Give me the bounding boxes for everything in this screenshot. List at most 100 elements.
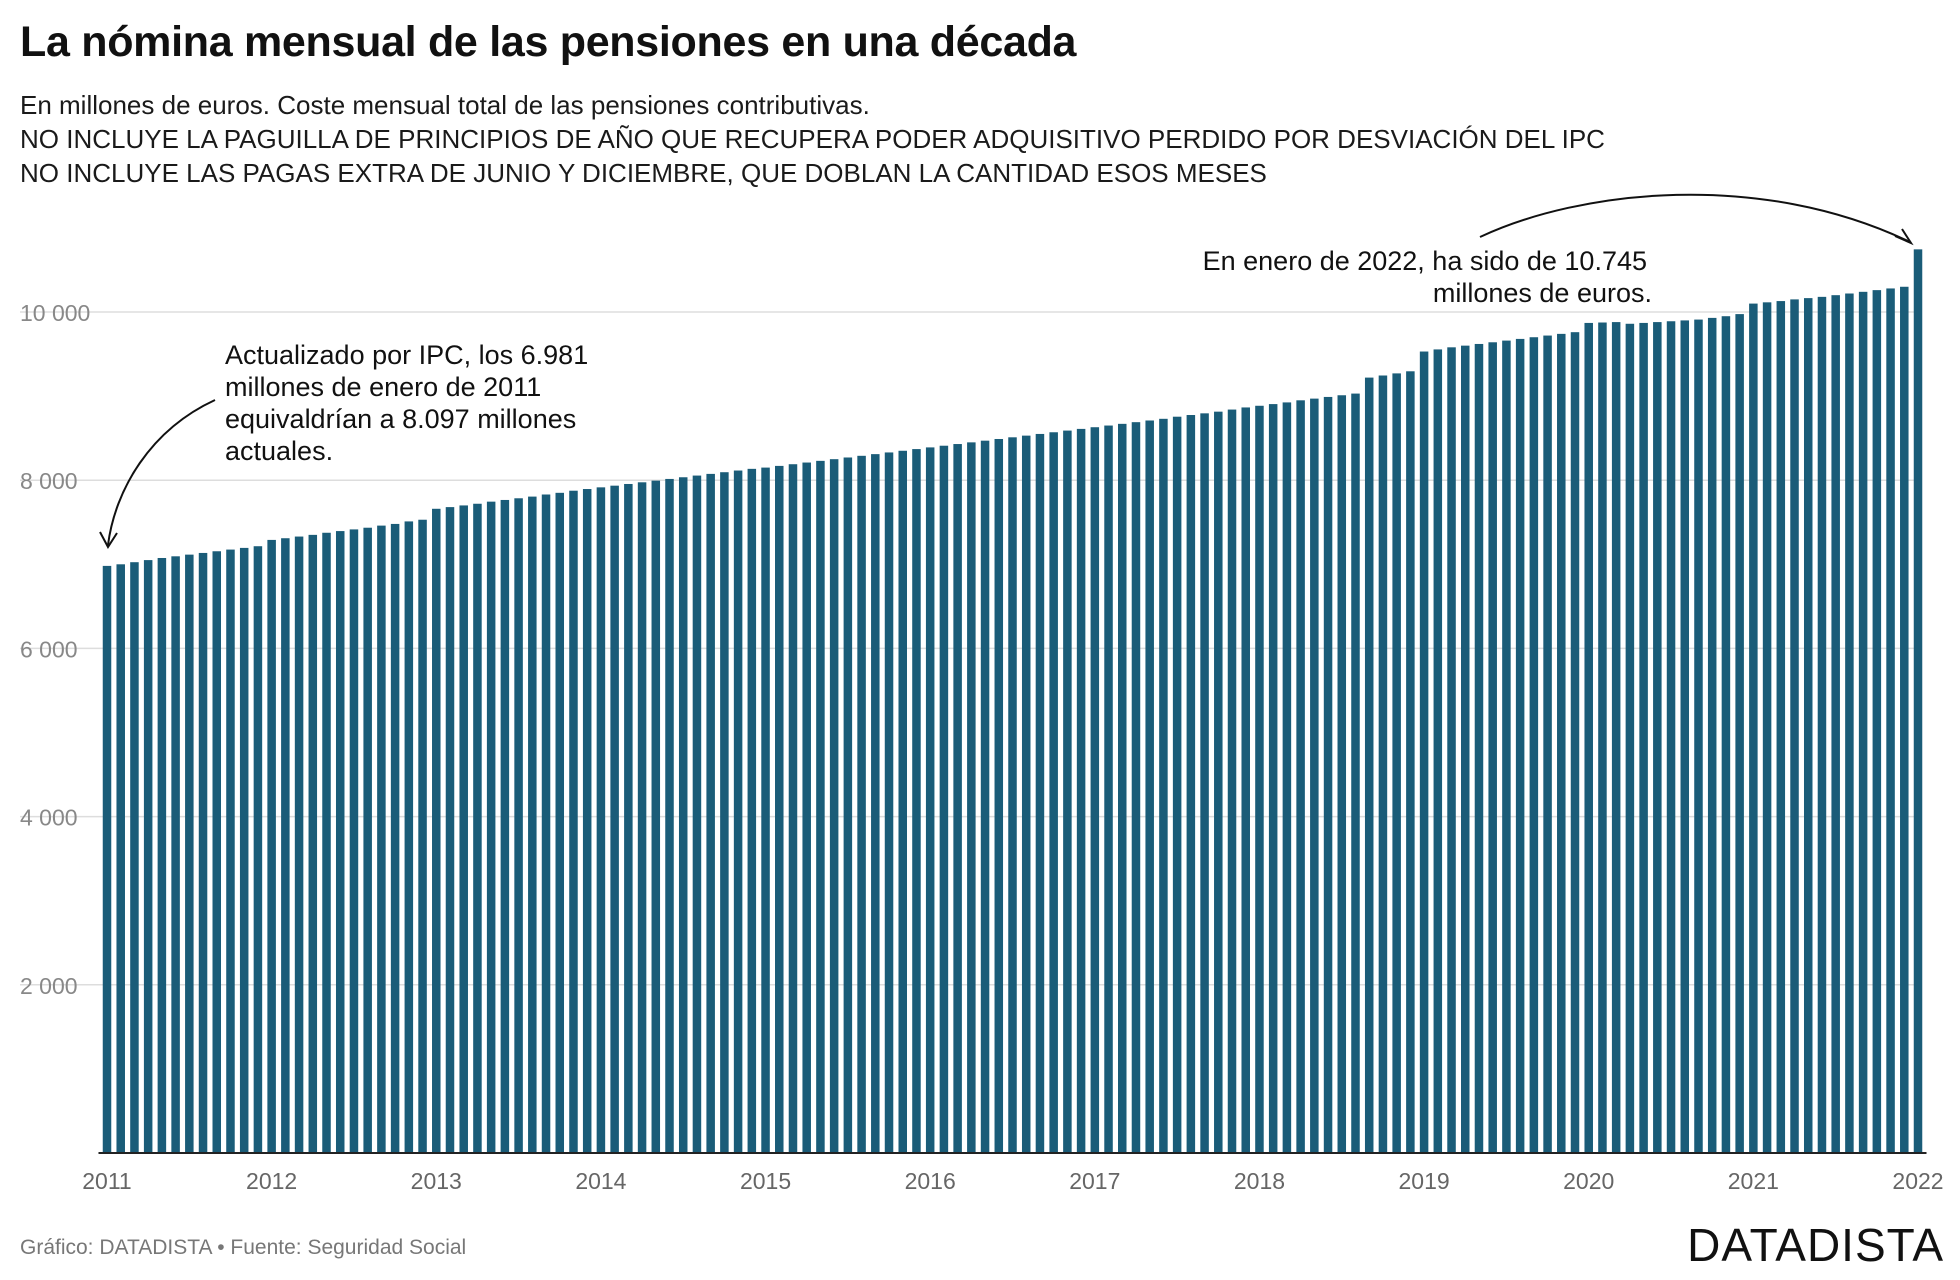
bar-2013-02 xyxy=(445,507,455,1153)
bar-2018-06 xyxy=(1323,396,1333,1153)
bar-2016-07 xyxy=(1008,437,1017,1153)
y-tick-label: 6 000 xyxy=(20,636,78,662)
bar-2018-07 xyxy=(1337,395,1347,1153)
x-tick-label: 2012 xyxy=(246,1168,297,1194)
bar-2020-12 xyxy=(1735,314,1744,1154)
bar-2021-05 xyxy=(1803,298,1813,1153)
bar-2016-06 xyxy=(994,438,1004,1153)
bar-2018-09 xyxy=(1364,377,1374,1154)
bar-2020-08 xyxy=(1680,320,1690,1153)
bar-2021-02 xyxy=(1762,302,1772,1154)
x-tick-label: 2011 xyxy=(82,1168,131,1194)
bar-2012-05 xyxy=(322,532,331,1153)
bar-2016-11 xyxy=(1063,430,1072,1154)
bar-2011-12 xyxy=(253,546,263,1153)
bar-2013-12 xyxy=(582,489,592,1153)
bar-2021-06 xyxy=(1817,296,1827,1153)
annotation-left-arrowhead xyxy=(99,531,118,549)
x-tick-label: 2016 xyxy=(905,1168,956,1194)
bar-2018-02 xyxy=(1268,404,1278,1154)
bars xyxy=(102,249,1923,1154)
bar-2020-09 xyxy=(1694,319,1703,1153)
subtitle-line-2: NO INCLUYE LA PAGUILLA DE PRINCIPIOS DE … xyxy=(20,124,1605,154)
bar-2017-09 xyxy=(1200,413,1209,1154)
bar-2016-01 xyxy=(925,447,935,1153)
bar-2011-08 xyxy=(198,552,208,1153)
bar-2014-06 xyxy=(665,478,674,1153)
bar-2021-11 xyxy=(1886,288,1895,1153)
bar-2019-08 xyxy=(1515,338,1525,1153)
bar-2019-05 xyxy=(1474,343,1484,1154)
bar-2014-11 xyxy=(733,470,743,1153)
bar-2019-02 xyxy=(1433,349,1443,1153)
bar-2017-11 xyxy=(1227,409,1237,1153)
bar-2017-02 xyxy=(1104,425,1113,1153)
bar-2019-12 xyxy=(1570,332,1580,1153)
bar-2015-11 xyxy=(898,450,907,1153)
subtitle-line-1: En millones de euros. Coste mensual tota… xyxy=(20,90,870,120)
bar-2015-02 xyxy=(775,465,784,1153)
annotation-left-line-4: actuales. xyxy=(225,436,333,466)
bar-2014-04 xyxy=(637,482,647,1153)
y-axis-ticks: 2 000 4 000 6 000 8 000 10 000 xyxy=(20,300,90,999)
bar-2019-11 xyxy=(1557,333,1566,1153)
bar-2019-06 xyxy=(1488,342,1497,1153)
bar-2020-04 xyxy=(1625,323,1635,1153)
bar-2013-08 xyxy=(528,496,537,1154)
bar-2019-04 xyxy=(1461,345,1470,1153)
bar-2014-09 xyxy=(706,473,715,1153)
bar-2020-11 xyxy=(1721,316,1731,1154)
bar-2015-06 xyxy=(829,459,839,1153)
bar-2021-12 xyxy=(1900,286,1909,1153)
bar-2014-07 xyxy=(678,477,688,1153)
bar-2021-01 xyxy=(1749,303,1758,1154)
x-tick-label: 2019 xyxy=(1399,1168,1450,1194)
bar-2018-03 xyxy=(1282,402,1292,1153)
y-tick-label: 10 000 xyxy=(20,300,90,326)
bar-2014-08 xyxy=(692,475,702,1153)
annotation-right-arrow xyxy=(1479,193,1911,243)
bar-2015-05 xyxy=(816,460,825,1153)
bar-2011-03 xyxy=(130,562,139,1153)
bar-2018-11 xyxy=(1392,373,1401,1153)
annotation-right-arrowhead xyxy=(1894,228,1914,246)
bar-2017-08 xyxy=(1186,415,1196,1153)
bar-2015-08 xyxy=(857,455,866,1153)
x-tick-label: 2014 xyxy=(575,1168,626,1194)
bar-2014-02 xyxy=(610,485,619,1153)
bar-2013-06 xyxy=(500,499,510,1154)
bar-2021-07 xyxy=(1831,295,1840,1153)
bar-2018-08 xyxy=(1351,393,1360,1154)
bar-2018-01 xyxy=(1255,405,1264,1153)
bar-2017-10 xyxy=(1214,411,1223,1153)
bar-2016-02 xyxy=(939,445,949,1154)
bar-2012-01 xyxy=(267,539,276,1153)
subtitle-line-3: NO INCLUYE LAS PAGAS EXTRA DE JUNIO Y DI… xyxy=(20,158,1267,188)
bar-2020-07 xyxy=(1666,321,1676,1153)
bar-2012-03 xyxy=(294,536,304,1153)
bar-2012-07 xyxy=(349,529,359,1153)
annotation-left-line-1: Actualizado por IPC, los 6.981 xyxy=(225,340,588,370)
bar-2013-09 xyxy=(541,494,551,1153)
annotation-left-arrow xyxy=(107,399,216,546)
annotation-right: En enero de 2022, ha sido de 10.745 mill… xyxy=(1203,193,1914,308)
bar-2019-01 xyxy=(1419,351,1429,1153)
bar-2017-06 xyxy=(1159,418,1168,1153)
chart-title: La nómina mensual de las pensiones en un… xyxy=(20,18,1077,66)
x-tick-label: 2018 xyxy=(1234,1168,1285,1194)
x-tick-label: 2015 xyxy=(740,1168,791,1194)
bar-2021-04 xyxy=(1790,299,1799,1153)
bar-2014-10 xyxy=(720,472,729,1154)
bar-2014-12 xyxy=(747,468,757,1154)
bar-2016-09 xyxy=(1035,433,1045,1153)
bar-2020-01 xyxy=(1584,322,1593,1153)
bar-2019-09 xyxy=(1529,337,1539,1154)
bar-2015-09 xyxy=(871,454,880,1153)
bar-2015-04 xyxy=(802,462,811,1153)
y-tick-label: 8 000 xyxy=(20,468,78,494)
bar-2012-04 xyxy=(308,534,318,1153)
bar-2019-10 xyxy=(1543,335,1552,1153)
bar-2011-06 xyxy=(171,556,180,1153)
bar-2011-07 xyxy=(185,554,194,1153)
